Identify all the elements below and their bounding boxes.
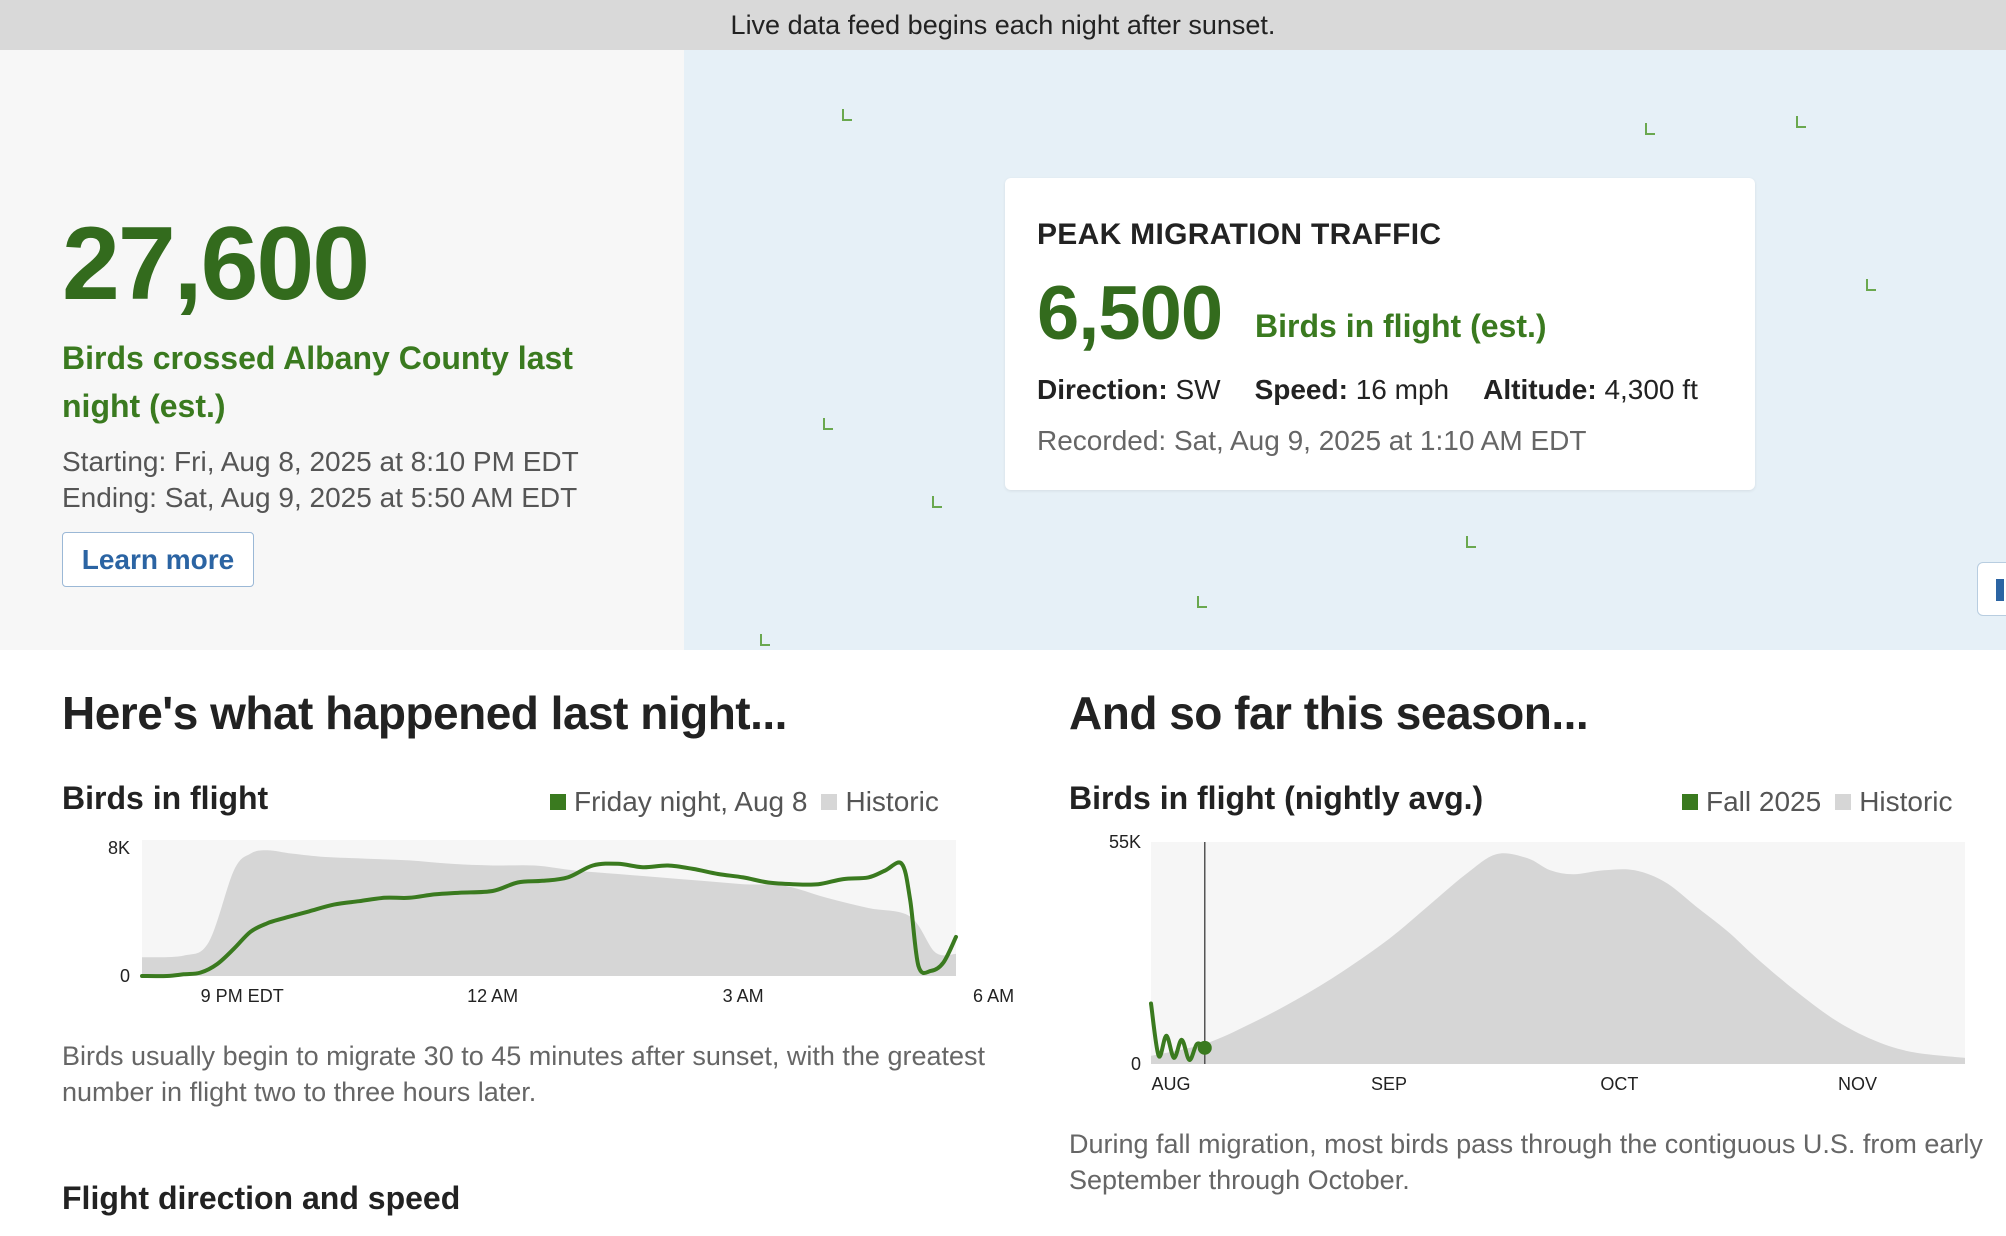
legend-historic: Historic: [821, 786, 939, 818]
legend-current: Friday night, Aug 8: [550, 786, 807, 818]
start-time: Starting: Fri, Aug 8, 2025 at 8:10 PM ED…: [62, 446, 579, 477]
last-night-heading: Here's what happened last night...: [62, 687, 787, 739]
summary-panel: 27,600 Birds crossed Albany County last …: [0, 50, 684, 650]
current-series-line: [140, 860, 958, 979]
peak-count: 6,500: [1037, 271, 1223, 356]
x-tick-label: OCT: [1600, 1074, 1638, 1094]
bird-marker-icon: [932, 496, 942, 508]
season-chart[interactable]: 55K 0 AUG SEP OCT NOV: [1069, 830, 1989, 1100]
season-heading: And so far this season...: [1069, 687, 1589, 739]
map-control-button[interactable]: [1977, 562, 2006, 616]
bird-marker-icon: [760, 634, 770, 646]
learn-more-button[interactable]: Learn more: [62, 532, 254, 587]
map-control-icon: [1996, 579, 2004, 601]
last-night-chart-title: Birds in flight: [62, 780, 269, 816]
bird-marker-icon: [1796, 116, 1806, 128]
legend-swatch-current: [1682, 794, 1698, 810]
x-tick-label: 6 AM: [973, 986, 1014, 1006]
x-tick-label: 12 AM: [467, 986, 518, 1006]
direction-stat: Direction: SW: [1037, 374, 1221, 405]
legend-swatch-historic: [821, 794, 838, 810]
last-night-chart[interactable]: 8K 0 9 PM EDT 12 AM 3 AM 6 AM: [62, 836, 1022, 1016]
total-birds-count: 27,600: [62, 206, 370, 322]
bird-marker-icon: [1197, 596, 1207, 608]
bird-marker-icon: [823, 418, 833, 430]
season-chart-title: Birds in flight (nightly avg.): [1069, 780, 1484, 816]
y-tick-label: 0: [120, 966, 130, 986]
x-tick-label: SEP: [1371, 1074, 1407, 1094]
last-night-caption: Birds usually begin to migrate 30 to 45 …: [62, 1041, 985, 1107]
bird-marker-icon: [1466, 536, 1476, 548]
legend-historic: Historic: [1835, 786, 1953, 818]
altitude-stat: Altitude: 4,300 ft: [1483, 374, 1698, 405]
legend-swatch-historic: [1835, 794, 1852, 810]
season-caption: During fall migration, most birds pass t…: [1069, 1129, 1983, 1195]
bird-marker-icon: [842, 109, 852, 121]
peak-traffic-card: PEAK MIGRATION TRAFFIC 6,500 Birds in fl…: [1005, 178, 1755, 490]
peak-count-label: Birds in flight (est.): [1255, 308, 1547, 344]
historic-series-area: [142, 850, 956, 976]
peak-stats: Direction: SW Speed: 16 mph Altitude: 4,…: [1037, 374, 1698, 406]
season-legend: Fall 2025 Historic: [1682, 786, 1953, 818]
bird-marker-icon: [1645, 123, 1655, 135]
live-feed-banner: Live data feed begins each night after s…: [0, 0, 2006, 50]
flight-direction-heading: Flight direction and speed: [62, 1180, 461, 1216]
legend-current: Fall 2025: [1682, 786, 1821, 818]
x-tick-label: AUG: [1151, 1074, 1190, 1094]
current-series-line: [1149, 1001, 1207, 1063]
legend-swatch-current: [550, 794, 566, 810]
peak-recorded-time: Recorded: Sat, Aug 9, 2025 at 1:10 AM ED…: [1037, 425, 1587, 456]
bird-marker-icon: [1866, 279, 1876, 291]
last-night-legend: Friday night, Aug 8 Historic: [550, 786, 939, 818]
x-tick-label: 3 AM: [723, 986, 764, 1006]
peak-title: PEAK MIGRATION TRAFFIC: [1037, 218, 1442, 251]
speed-stat: Speed: 16 mph: [1254, 374, 1450, 405]
y-tick-label: 55K: [1109, 832, 1141, 852]
historic-series-area: [1151, 853, 1965, 1064]
y-tick-label: 0: [1131, 1054, 1141, 1074]
current-point-marker: [1197, 1040, 1212, 1055]
end-time: Ending: Sat, Aug 9, 2025 at 5:50 AM EDT: [62, 482, 578, 513]
total-birds-caption: Birds crossed Albany County last night (…: [62, 340, 573, 424]
x-tick-label: 9 PM EDT: [201, 986, 284, 1006]
x-tick-label: NOV: [1838, 1074, 1877, 1094]
y-tick-label: 8K: [108, 838, 130, 858]
